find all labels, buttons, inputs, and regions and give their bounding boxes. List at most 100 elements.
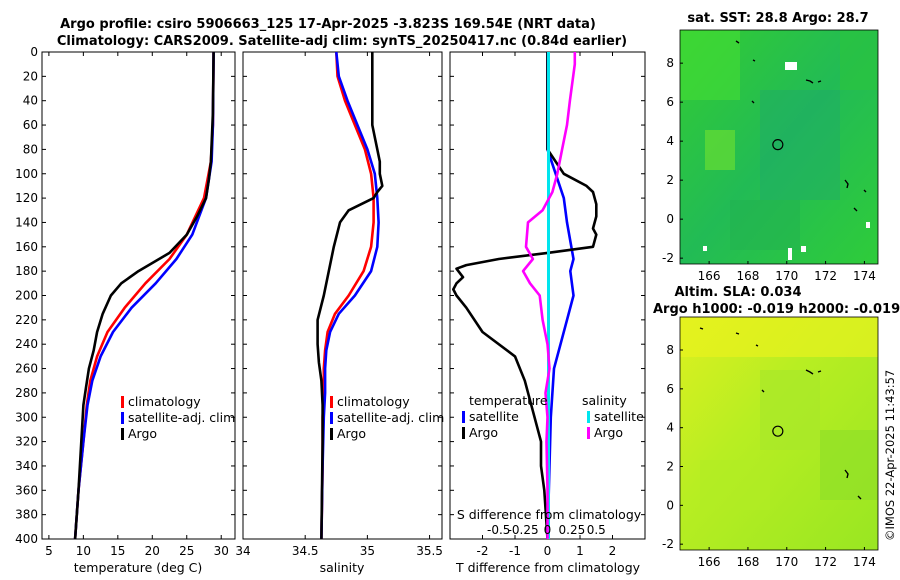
s-diff-tick-label: 0 <box>544 523 552 537</box>
legend-label-t-satellite: satellite <box>469 409 519 424</box>
x-tick-label: 10 <box>76 544 91 558</box>
map-x-tick-label: 166 <box>698 555 721 569</box>
x-tick-label: 34 <box>235 544 250 558</box>
legend-swatch-s-satellite <box>587 411 590 423</box>
sst-map-title: sat. SST: 28.8 Argo: 28.7 <box>687 11 868 26</box>
s-diff-tick-label: 0.25 <box>559 523 586 537</box>
legend-label-t-argo: Argo <box>469 425 498 440</box>
salinity-legend: climatology satellite-adj. clim Argo <box>330 394 444 441</box>
series-line-climatology <box>320 52 375 539</box>
sst-patch <box>680 30 740 100</box>
s-diff-tick-label: -0.25 <box>508 523 539 537</box>
depth-tick-label: 300 <box>15 410 38 424</box>
sla-map-frame <box>679 316 879 551</box>
depth-tick-label: 320 <box>15 435 38 449</box>
sst-patch <box>705 130 735 170</box>
series-line-argo <box>73 52 215 539</box>
map-x-tick-label: 168 <box>736 269 759 283</box>
depth-tick-label: 40 <box>23 94 38 108</box>
legend-swatch-climatology <box>121 396 124 408</box>
legend-title-salinity: salinity <box>582 393 627 408</box>
legend-label-satellite: satellite-adj. clim <box>128 410 235 425</box>
map-y-tick-label: 0 <box>666 498 674 512</box>
depth-tick-label: 120 <box>15 191 38 205</box>
map-x-tick-label: 174 <box>853 555 876 569</box>
depth-tick-labels: 0 20 40 60 80 100 120 140 160 180 200 220 240 260 280 3… <box>15 45 38 546</box>
legend-title-temperature: temperature <box>469 393 548 408</box>
legend-label-climatology: climatology <box>128 394 201 409</box>
depth-tick-label: 160 <box>15 240 38 254</box>
depth-tick-label: 280 <box>15 386 38 400</box>
x-tick-label: 20 <box>145 544 160 558</box>
depth-tick-label: 20 <box>23 69 38 83</box>
sla-patch <box>680 317 878 357</box>
temperature-xlabel: temperature (deg C) <box>74 560 203 575</box>
s-difference-xlabel: S difference from climatology <box>457 507 642 522</box>
sla-argo-location-marker <box>772 425 784 437</box>
difference-legend: temperature salinity satellite Argo sate… <box>462 393 644 440</box>
x-tick-label: 5 <box>45 544 53 558</box>
map-y-tick-label: -2 <box>662 537 674 551</box>
depth-tick-label: 360 <box>15 483 38 497</box>
depth-tick-label: 60 <box>23 118 38 132</box>
salinity-ticks: 34 34.5 35 35.5 <box>235 51 443 558</box>
legend-label-climatology: climatology <box>337 394 410 409</box>
legend-swatch-argo <box>330 428 333 440</box>
s-diff-tick-label: -0.5 <box>487 523 510 537</box>
map-y-tick-label: 6 <box>666 382 674 396</box>
series-line-t-argo <box>451 52 598 539</box>
sst-missing-data <box>788 248 792 260</box>
map-x-tick-label: 170 <box>775 555 798 569</box>
temperature-legend: climatology satellite-adj. clim Argo <box>121 394 235 441</box>
temperature-ticks: 5 10 15 20 25 30 <box>42 51 235 558</box>
legend-swatch-s-argo <box>587 427 590 439</box>
legend-swatch-t-argo <box>462 427 465 439</box>
legend-label-argo: Argo <box>128 426 157 441</box>
sst-patch <box>730 200 800 250</box>
x-tick-label: 30 <box>214 544 229 558</box>
x-tick-label: 15 <box>110 544 125 558</box>
sst-map-ticks: 166 168 170 172 174 -2 0 2 4 6 8 <box>662 56 876 283</box>
map-y-tick-label: 8 <box>666 343 674 357</box>
figure-title-line2: Climatology: CARS2009. Satellite-adj cli… <box>57 34 627 49</box>
depth-tick-label: 380 <box>15 508 38 522</box>
depth-tick-label: 140 <box>15 215 38 229</box>
map-y-tick-label: 2 <box>666 173 674 187</box>
sst-missing-data <box>801 246 806 252</box>
sst-map-frame <box>679 29 879 265</box>
depth-tick-label: 0 <box>30 45 38 59</box>
difference-series <box>451 52 598 539</box>
map-x-tick-label: 174 <box>853 269 876 283</box>
x-tick-label: 35.5 <box>416 544 443 558</box>
series-line-satellite-adj-clim <box>320 52 380 539</box>
sst-patch <box>840 30 878 90</box>
x-tick-label: 0 <box>544 544 552 558</box>
legend-swatch-satellite <box>121 412 124 424</box>
sla-patch <box>700 460 770 510</box>
x-tick-label: 25 <box>179 544 194 558</box>
sst-missing-data <box>866 222 870 228</box>
sst-missing-data <box>703 246 707 251</box>
sla-islands <box>699 327 862 500</box>
sla-patch <box>820 430 878 500</box>
legend-label-argo: Argo <box>337 426 366 441</box>
depth-tick-label: 240 <box>15 337 38 351</box>
map-y-tick-label: 2 <box>666 460 674 474</box>
imos-timestamp: ©IMOS 22-Apr-2025 11:43:57 <box>883 370 897 541</box>
map-x-tick-label: 166 <box>698 269 721 283</box>
depth-tick-label: 180 <box>15 264 38 278</box>
sla-patch <box>760 370 820 450</box>
s-diff-tick-label: 0.5 <box>587 523 606 537</box>
map-x-tick-label: 170 <box>775 269 798 283</box>
temperature-series <box>73 52 215 539</box>
map-x-tick-label: 168 <box>736 555 759 569</box>
depth-tick-label: 340 <box>15 459 38 473</box>
map-y-tick-label: 8 <box>666 56 674 70</box>
x-tick-label: -2 <box>477 544 489 558</box>
legend-swatch-t-satellite <box>462 411 465 423</box>
sst-islands <box>735 40 867 212</box>
sla-heatmap <box>680 317 878 550</box>
sla-map-title-line1: Altim. SLA: 0.034 <box>675 285 802 300</box>
series-line-argo <box>316 52 384 539</box>
